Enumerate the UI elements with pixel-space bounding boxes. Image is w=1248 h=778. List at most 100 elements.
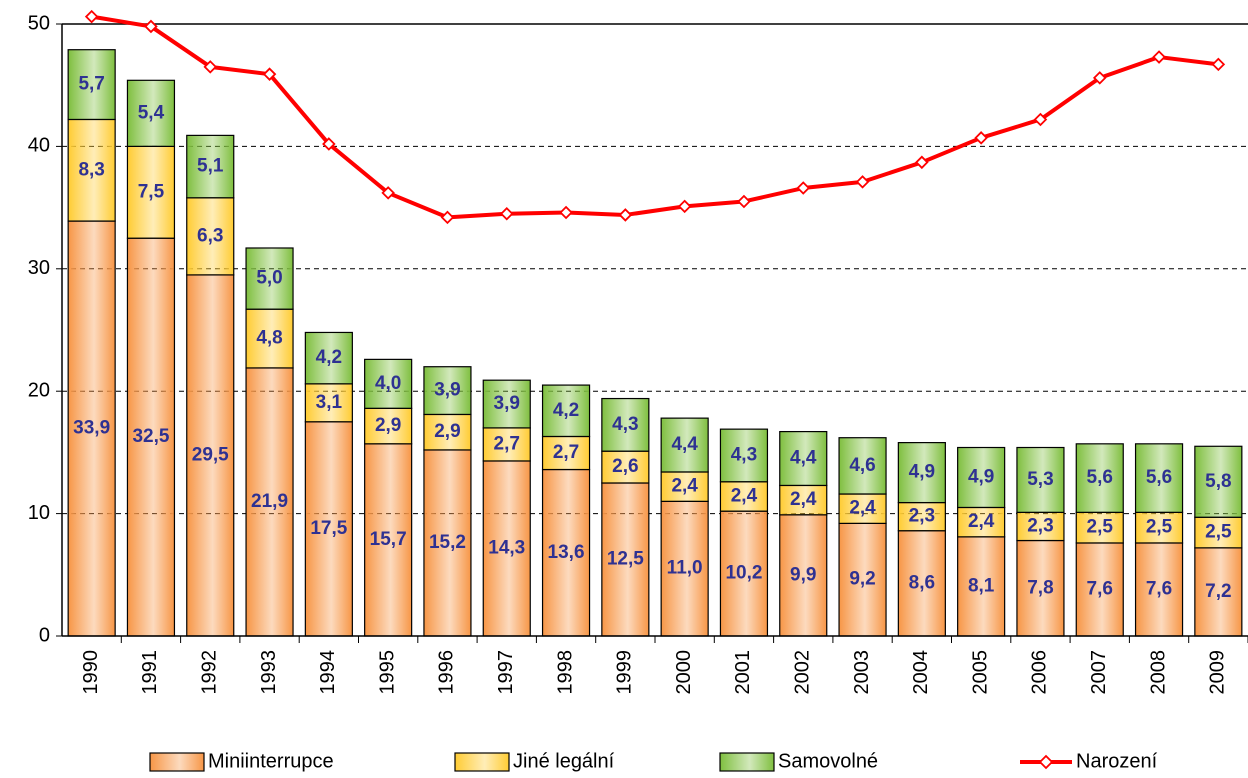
data-label: 8,3 <box>78 159 104 180</box>
bar-segment <box>304 421 353 637</box>
data-label: 15,7 <box>370 529 407 550</box>
bar-segment <box>660 417 709 473</box>
data-label: 6,3 <box>197 225 223 246</box>
data-label: 4,4 <box>671 434 698 455</box>
line-marker <box>618 208 633 222</box>
line-marker <box>84 9 99 24</box>
data-label: 2,9 <box>375 415 401 436</box>
bar-segment <box>423 413 472 451</box>
x-tick-label: 1995 <box>376 650 398 695</box>
data-label: 2,3 <box>1027 515 1053 536</box>
legend-swatch <box>149 752 205 772</box>
data-label: 4,8 <box>256 328 282 349</box>
bar-segment <box>126 237 176 637</box>
bar-segment <box>1016 539 1065 637</box>
data-label: 4,0 <box>375 373 401 394</box>
data-label: 13,6 <box>548 542 585 563</box>
bar-segment <box>482 427 531 462</box>
data-label: 7,6 <box>1087 579 1113 600</box>
data-label: 8,1 <box>968 575 995 596</box>
line-marker <box>1152 50 1166 64</box>
data-label: 9,9 <box>790 564 816 585</box>
y-tick-label: 40 <box>28 135 50 157</box>
line-marker <box>1211 57 1226 72</box>
bar-segment <box>245 247 294 310</box>
data-label: 7,6 <box>1146 579 1172 600</box>
bar-segment <box>1134 443 1184 513</box>
data-label: 10,2 <box>725 563 762 584</box>
bar-segment <box>660 500 709 637</box>
bar-segment <box>423 366 472 416</box>
data-label: 2,7 <box>553 442 579 463</box>
bar-segment <box>1134 542 1184 637</box>
data-label: 5,0 <box>256 268 282 289</box>
data-label: 4,9 <box>909 462 935 483</box>
x-tick-label: 1997 <box>495 650 517 695</box>
data-label: 17,5 <box>310 518 347 539</box>
data-label: 2,5 <box>1087 517 1114 538</box>
data-label: 2,3 <box>909 506 935 527</box>
bar-segment <box>126 79 176 148</box>
data-label: 5,4 <box>138 102 165 123</box>
bar-segment <box>364 358 413 409</box>
data-label: 3,1 <box>316 392 343 413</box>
x-tick-label: 2008 <box>1147 650 1169 695</box>
x-tick-label: 2009 <box>1207 650 1229 695</box>
data-label: 2,6 <box>612 456 638 477</box>
data-label: 4,2 <box>316 347 342 368</box>
y-tick-label: 20 <box>28 379 50 401</box>
data-label: 2,4 <box>671 476 698 497</box>
line-marker <box>1092 71 1107 85</box>
bar-segment <box>957 506 1006 538</box>
data-label: 3,9 <box>434 380 460 401</box>
data-label: 4,3 <box>612 414 638 435</box>
line-marker <box>796 181 811 195</box>
x-tick-label: 2006 <box>1029 650 1051 695</box>
x-tick-label: 1994 <box>317 650 339 695</box>
data-label: 5,6 <box>1146 467 1172 488</box>
bar-segment <box>897 442 946 504</box>
data-label: 8,6 <box>909 572 935 593</box>
legend-swatch <box>719 752 775 772</box>
bar-segment <box>186 134 235 199</box>
bar-segment <box>541 435 591 471</box>
data-label: 11,0 <box>667 558 703 579</box>
bar-segment <box>601 450 650 484</box>
bar-segment <box>719 428 769 483</box>
line-marker <box>440 210 455 225</box>
data-label: 7,2 <box>1205 581 1231 602</box>
legend-swatch <box>454 752 510 772</box>
data-label: 5,8 <box>1205 471 1231 492</box>
data-label: 3,9 <box>494 393 520 414</box>
x-tick-label: 1996 <box>436 650 458 695</box>
line-marker <box>915 155 929 170</box>
y-tick-label: 10 <box>28 502 50 524</box>
bar-segment <box>1194 516 1243 549</box>
data-label: 2,4 <box>790 489 817 510</box>
line-marker <box>974 131 988 145</box>
data-label: 2,5 <box>1146 517 1173 538</box>
bar-segment <box>601 482 650 637</box>
line-marker <box>322 137 336 151</box>
bar-segment <box>957 446 1006 509</box>
bar-segment <box>245 308 294 369</box>
bar-segment <box>838 522 887 637</box>
line-marker <box>381 186 395 200</box>
x-tick-label: 2005 <box>969 650 991 695</box>
bar-segment <box>1016 446 1065 513</box>
data-label: 5,1 <box>197 156 224 177</box>
data-label: 4,2 <box>553 400 579 421</box>
y-tick-label: 50 <box>28 12 50 34</box>
x-tick-label: 2003 <box>851 650 873 695</box>
data-label: 7,8 <box>1027 577 1053 598</box>
x-tick-label: 2007 <box>1088 650 1110 695</box>
data-label: 4,9 <box>968 467 994 488</box>
bar-segment <box>364 407 413 445</box>
bar-segment <box>67 118 116 222</box>
data-label: 2,9 <box>434 421 460 442</box>
data-label: 21,9 <box>251 491 288 512</box>
bar-segment <box>660 471 709 502</box>
data-label: 12,5 <box>607 549 644 570</box>
line-marker <box>1033 112 1048 127</box>
